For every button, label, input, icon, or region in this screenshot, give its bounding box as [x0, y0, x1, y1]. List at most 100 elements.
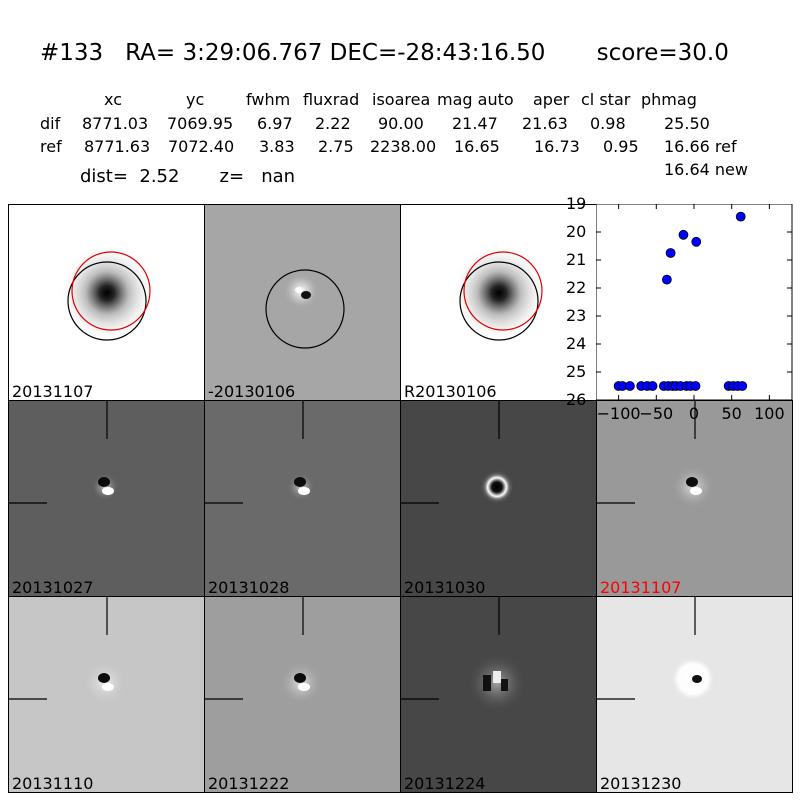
- aperture-circle-ref: [71, 251, 151, 331]
- dipole-bright: [298, 683, 310, 691]
- col-header-mag-auto: mag auto: [437, 90, 514, 109]
- dipole-dark: [98, 477, 110, 487]
- ref-mag-auto: 16.65: [454, 137, 500, 156]
- dif-isoarea: 90.00: [378, 114, 424, 133]
- x-tick-label: 0: [688, 404, 700, 423]
- dif-cl-star: 0.98: [590, 114, 626, 133]
- x-tick-label: 50: [721, 404, 742, 423]
- ref-phmag: 16.66 ref: [664, 137, 737, 156]
- y-tick-label: 25: [566, 362, 587, 381]
- stamp-image: [451, 245, 547, 341]
- dif-aper: 21.63: [522, 114, 568, 133]
- dipole-dark: [686, 477, 698, 487]
- dif-fwhm: 6.97: [257, 114, 293, 133]
- dipole-dark: [98, 673, 110, 683]
- stamp-label: 20131224: [404, 774, 486, 793]
- ref-isoarea: 2238.00: [370, 137, 437, 156]
- stamp-label: 20131107: [600, 578, 682, 597]
- dipole-dark: [301, 291, 311, 299]
- x-tick-label: −50: [639, 404, 674, 423]
- col-header-fluxrad: fluxrad: [303, 90, 360, 109]
- dipole-glow: [671, 465, 715, 509]
- col-header-xc: xc: [104, 90, 122, 109]
- stamp-image: [9, 401, 119, 504]
- dipole-dark: [294, 673, 306, 683]
- residual-dark: [483, 675, 491, 691]
- dipole-bright: [298, 487, 310, 495]
- dif-fluxrad: 2.22: [315, 114, 351, 133]
- stamp-label: 20131030: [404, 578, 486, 597]
- stamp-image: [597, 597, 715, 701]
- col-header-aper: aper: [533, 90, 570, 109]
- aperture-circle: [265, 269, 345, 349]
- stamp-image: [597, 401, 715, 509]
- col-header-isoarea: isoarea: [372, 90, 431, 109]
- phmag-new: 16.64 new: [664, 160, 748, 179]
- col-header-cl-star: cl star: [581, 90, 631, 109]
- y-tick-label: 22: [566, 278, 587, 297]
- residual-bright: [493, 671, 501, 683]
- dif-mag-auto: 21.47: [452, 114, 498, 133]
- dipole-bright: [102, 487, 114, 495]
- dif-xc: 8771.03: [82, 114, 149, 133]
- dipole-glow: [287, 473, 315, 501]
- row-label-dif: dif: [40, 114, 61, 133]
- stamp-label: 20131222: [208, 774, 290, 793]
- data-point: [625, 381, 635, 391]
- stamp-label: 20131028: [208, 578, 290, 597]
- stamp-label: 20131230: [600, 774, 682, 793]
- stamp-image: [205, 401, 315, 504]
- stamp-panel-epoch: 20131230: [596, 596, 793, 793]
- y-tick-label: 21: [566, 250, 587, 269]
- ref-xc: 8771.63: [84, 137, 151, 156]
- data-point: [691, 236, 702, 247]
- x-tick-label: −100: [596, 404, 641, 423]
- stamp-panel-epoch: 20131027: [8, 400, 205, 597]
- candidate-title: #133 RA= 3:29:06.767 DEC=-28:43:16.50 sc…: [40, 40, 729, 66]
- stamp-image: [59, 245, 155, 341]
- ref-yc: 7072.40: [168, 137, 235, 156]
- stamp-label: 20131110: [12, 774, 94, 793]
- stamp-image: [401, 401, 514, 504]
- dist-line: dist= 2.52 z= nan: [80, 166, 296, 187]
- plot-frame: [596, 204, 793, 401]
- data-point: [661, 274, 672, 285]
- residual-dark: [501, 679, 508, 691]
- stamp-image: [265, 269, 345, 349]
- stamp-panel-epoch: 20131030: [400, 400, 597, 597]
- star-blob: [451, 245, 547, 341]
- dipole-glow: [83, 661, 127, 705]
- dif-phmag: 25.50: [664, 114, 710, 133]
- ref-cl-star: 0.95: [603, 137, 639, 156]
- aperture-circle: [67, 261, 147, 341]
- col-header-yc: yc: [186, 90, 205, 109]
- data-point: [647, 381, 658, 391]
- stamp-panel-epoch: 20131224: [400, 596, 597, 793]
- y-tick-label: 26: [566, 390, 587, 409]
- data-point: [678, 229, 689, 240]
- data-point: [735, 211, 746, 222]
- stamp-image: [401, 597, 527, 713]
- stamp-label: 20131107: [12, 382, 94, 401]
- dipole-glow: [279, 661, 323, 705]
- stamp-panel-ref: R20130106: [400, 204, 597, 401]
- stamp-panel-epoch-current: 20131107: [596, 400, 793, 597]
- dif-yc: 7069.95: [167, 114, 234, 133]
- ref-aper: 16.73: [534, 137, 580, 156]
- stamp-label: R20130106: [404, 382, 497, 401]
- row-label-ref: ref: [40, 137, 62, 156]
- y-tick-label: 20: [566, 222, 587, 241]
- dipole-glow: [91, 473, 119, 501]
- y-tick-label: 19: [566, 194, 587, 213]
- col-header-fwhm: fwhm: [246, 90, 291, 109]
- dipole-dark: [692, 675, 702, 683]
- stamp-panel-epoch: 20131110: [8, 596, 205, 793]
- x-tick-label: 100: [754, 404, 785, 423]
- stamp-image: [205, 597, 323, 705]
- stamp-image: [9, 597, 127, 705]
- dipole-dark: [294, 477, 306, 487]
- stamp-label: -20130106: [208, 382, 296, 401]
- stamp-panel-new: 20131107: [8, 204, 205, 401]
- stamp-panel-diff: -20130106: [204, 204, 401, 401]
- star-blob: [59, 245, 155, 341]
